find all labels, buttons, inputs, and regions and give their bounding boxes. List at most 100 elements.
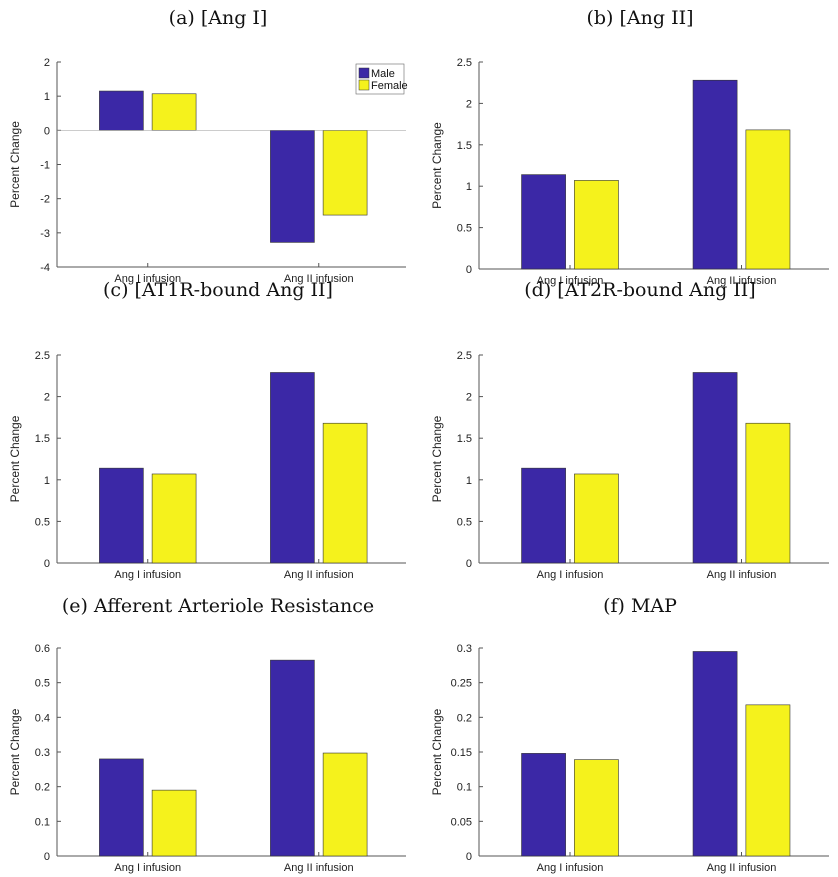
panel-title: (f) MAP <box>603 595 677 617</box>
panel-title: (a) [Ang I] <box>169 7 268 29</box>
chart-panel-1: (a) [Ang I] -4 -3 -2 -1 0 1 2 Percent Change Ang … <box>8 7 408 285</box>
y-tick-label: 0.2 <box>35 782 50 794</box>
x-tick-label: Ang I infusion <box>114 862 181 874</box>
y-axis-label: Percent Change <box>430 122 444 209</box>
bar-female <box>745 129 791 270</box>
y-tick-label: 1.5 <box>457 433 472 445</box>
bar-male <box>270 372 315 564</box>
y-tick-label: 0.1 <box>35 816 50 828</box>
y-tick-label: 0.15 <box>451 747 472 759</box>
legend-label-male: Male <box>371 68 395 80</box>
chart-panel-4: (d) [AT2R-bound Ang II] 0 0.5 1 1.5 2 2.5 Perce… <box>430 279 829 581</box>
y-tick-label: 0.6 <box>35 643 50 655</box>
bar-female <box>574 759 619 857</box>
bar-female <box>745 704 791 857</box>
y-tick-label: 0.5 <box>35 678 50 690</box>
y-tick-label: 1 <box>466 475 472 487</box>
y-axis-label: Percent Change <box>8 708 22 795</box>
bar-male <box>99 90 144 131</box>
bar-male <box>99 758 144 857</box>
y-tick-label: 1 <box>44 475 50 487</box>
y-axis-label: Percent Change <box>430 708 444 795</box>
y-tick-label: 2.5 <box>457 57 472 69</box>
y-tick-label: 0 <box>44 125 50 137</box>
legend-swatch-female <box>358 79 370 91</box>
y-axis-label: Percent Change <box>430 415 444 502</box>
y-tick-label: 2 <box>44 57 50 69</box>
chart-panel-3: (c) [AT1R-bound Ang II] 0 0.5 1 1.5 2 2.5 Perce… <box>8 279 406 581</box>
y-tick-label: 2.5 <box>35 350 50 362</box>
bar-male <box>692 651 738 857</box>
y-tick-label: 0.05 <box>451 816 472 828</box>
y-tick-label: 1 <box>44 91 50 103</box>
y-tick-label: 2 <box>466 98 472 110</box>
y-tick-label: -2 <box>40 194 50 206</box>
y-tick-label: -1 <box>40 160 50 172</box>
bar-female <box>151 93 197 131</box>
x-tick-label: Ang II infusion <box>707 862 777 874</box>
x-tick-label: Ang I infusion <box>537 275 604 287</box>
y-tick-label: 2.5 <box>457 350 472 362</box>
legend-label-female: Female <box>371 80 408 92</box>
y-tick-label: 0.4 <box>35 712 50 724</box>
y-axis-label: Percent Change <box>8 415 22 502</box>
chart-panel-6: (f) MAP 0 0.05 0.1 0.15 0.2 0.25 0.3 Percent Cha… <box>430 595 829 874</box>
bar-male <box>521 467 566 564</box>
x-tick-label: Ang II infusion <box>707 275 777 287</box>
y-tick-label: 2 <box>466 392 472 404</box>
y-tick-label: 1 <box>466 181 472 193</box>
bar-male <box>692 372 738 564</box>
x-tick-label: Ang II infusion <box>284 273 354 285</box>
bar-male <box>270 659 315 857</box>
y-tick-label: 0 <box>466 558 472 570</box>
y-tick-label: 0 <box>44 851 50 863</box>
x-tick-label: Ang I infusion <box>114 273 181 285</box>
x-tick-label: Ang II infusion <box>284 569 354 581</box>
x-tick-label: Ang I infusion <box>537 569 604 581</box>
bar-female <box>151 789 197 857</box>
legend-swatch-male <box>358 67 370 79</box>
y-tick-label: 0.5 <box>457 223 472 235</box>
x-tick-label: Ang I infusion <box>114 569 181 581</box>
y-tick-label: 0.2 <box>457 712 472 724</box>
x-tick-label: Ang I infusion <box>537 862 604 874</box>
bar-female <box>574 473 619 564</box>
y-axis-label: Percent Change <box>8 121 22 208</box>
y-tick-label: 0.5 <box>35 516 50 528</box>
bar-female <box>322 130 368 216</box>
x-tick-label: Ang II infusion <box>284 862 354 874</box>
y-tick-label: -3 <box>40 228 50 240</box>
y-tick-label: 1.5 <box>457 140 472 152</box>
bar-male <box>521 174 566 270</box>
bar-female <box>151 473 197 564</box>
bar-male <box>692 79 738 270</box>
y-tick-label: 0.5 <box>457 516 472 528</box>
panel-title: (d) [AT2R-bound Ang II] <box>524 279 755 301</box>
chart-panel-5: (e) Afferent Arteriole Resistance 0 0.1 0.2… <box>8 595 406 874</box>
y-tick-label: 0 <box>466 851 472 863</box>
y-tick-label: -4 <box>40 262 50 274</box>
bar-female <box>745 422 791 564</box>
y-tick-label: 2 <box>44 392 50 404</box>
bar-male <box>270 130 315 243</box>
y-tick-label: 1.5 <box>35 433 50 445</box>
y-tick-label: 0.3 <box>35 747 50 759</box>
y-tick-label: 0.25 <box>451 678 472 690</box>
bar-female <box>574 180 619 270</box>
y-tick-label: 0.1 <box>457 782 472 794</box>
bar-male <box>99 467 144 564</box>
x-tick-label: Ang II infusion <box>707 569 777 581</box>
panel-title: (c) [AT1R-bound Ang II] <box>103 279 333 301</box>
panel-title: (b) [Ang II] <box>586 7 693 29</box>
bar-female <box>322 422 368 564</box>
y-tick-label: 0.3 <box>457 643 472 655</box>
chart-panel-2: (b) [Ang II] 0 0.5 1 1.5 2 2.5 Percent Change An… <box>430 7 829 287</box>
y-tick-label: 0 <box>44 558 50 570</box>
bar-female <box>322 752 368 857</box>
bar-male <box>521 753 566 857</box>
y-tick-label: 0 <box>466 264 472 276</box>
panel-title: (e) Afferent Arteriole Resistance <box>62 595 374 617</box>
